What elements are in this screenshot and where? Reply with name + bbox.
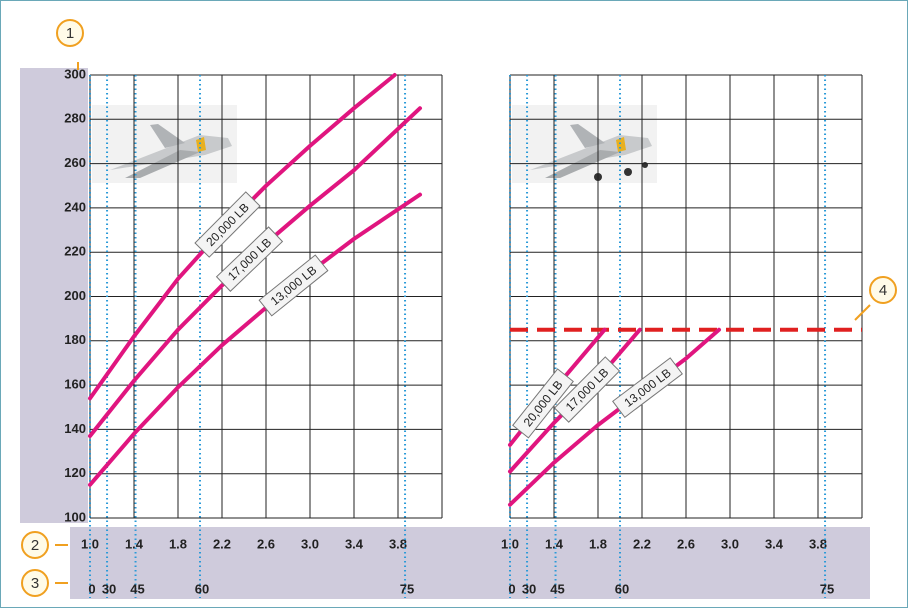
y-tick-label: 140 <box>64 421 86 436</box>
y-tick-label: 220 <box>64 244 86 259</box>
x-tick-label: 2.6 <box>257 536 275 551</box>
x-axis-band <box>70 527 870 599</box>
callout-number: 2 <box>31 537 39 554</box>
x-tick-label: 2.2 <box>213 536 231 551</box>
y-tick-label: 260 <box>64 155 86 170</box>
x-tick-label: 2.6 <box>677 536 695 551</box>
plane-image <box>92 105 237 183</box>
callout-badge <box>56 19 84 47</box>
callout-badge <box>869 276 897 304</box>
x-tick-label: 3.4 <box>345 536 364 551</box>
y-tick-label: 160 <box>64 377 86 392</box>
label-box <box>194 191 261 258</box>
label-box <box>512 368 574 439</box>
y-tick-label: 200 <box>64 288 86 303</box>
bank-angle-label: 60 <box>195 581 209 596</box>
bank-angle-label: 45 <box>550 581 564 596</box>
callout-badge <box>21 531 49 559</box>
x-tick-label: 2.2 <box>633 536 651 551</box>
y-axis-band <box>20 68 88 523</box>
y-tick-label: 100 <box>64 509 86 524</box>
x-tick-label: 3.8 <box>809 536 827 551</box>
bank-angle-label: 60 <box>615 581 629 596</box>
label-box <box>553 356 621 423</box>
bank-angle-label: 30 <box>102 581 116 596</box>
x-tick-label: 1.8 <box>589 536 607 551</box>
bank-angle-label: 30 <box>522 581 536 596</box>
plane-image <box>512 105 657 183</box>
y-tick-label: 180 <box>64 332 86 347</box>
x-tick-label: 3.0 <box>721 536 739 551</box>
x-tick-label: 1.4 <box>125 536 144 551</box>
label-box <box>612 357 683 418</box>
callout-number: 4 <box>879 282 887 299</box>
bank-angle-label: 75 <box>400 581 414 596</box>
bank-angle-label: 45 <box>130 581 144 596</box>
y-tick-label: 240 <box>64 199 86 214</box>
label-box <box>215 226 284 292</box>
callout-arrow <box>854 304 871 321</box>
x-tick-label: 3.0 <box>301 536 319 551</box>
bank-angle-label: 0 <box>508 581 515 596</box>
callout-number: 3 <box>31 575 39 592</box>
y-tick-label: 300 <box>64 66 86 81</box>
callout-number: 1 <box>66 25 74 42</box>
x-tick-label: 3.8 <box>389 536 407 551</box>
curve <box>88 192 422 487</box>
x-tick-label: 1.4 <box>545 536 564 551</box>
callout-badge <box>21 569 49 597</box>
x-tick-label: 1.8 <box>169 536 187 551</box>
y-tick-label: 120 <box>64 465 86 480</box>
bank-angle-label: 0 <box>88 581 95 596</box>
x-tick-label: 3.4 <box>765 536 784 551</box>
bank-angle-label: 75 <box>820 581 834 596</box>
label-box <box>258 254 329 317</box>
y-tick-label: 280 <box>64 111 86 126</box>
